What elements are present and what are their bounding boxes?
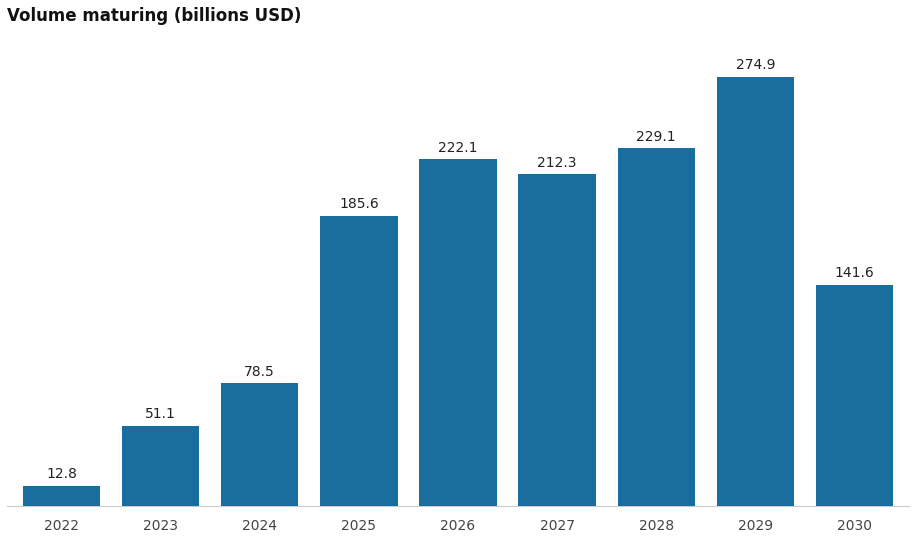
- Bar: [716, 77, 794, 506]
- Bar: [221, 383, 299, 506]
- Bar: [518, 174, 595, 506]
- Bar: [816, 285, 893, 506]
- Text: 212.3: 212.3: [538, 156, 577, 170]
- Text: 141.6: 141.6: [834, 266, 875, 280]
- Text: 185.6: 185.6: [339, 198, 378, 212]
- Text: Volume maturing (billions USD): Volume maturing (billions USD): [7, 7, 301, 25]
- Text: 51.1: 51.1: [145, 407, 176, 421]
- Bar: [122, 426, 200, 506]
- Bar: [617, 148, 695, 506]
- Text: 78.5: 78.5: [245, 364, 275, 379]
- Bar: [321, 216, 398, 506]
- Text: 274.9: 274.9: [736, 58, 775, 72]
- Text: 229.1: 229.1: [637, 130, 676, 144]
- Bar: [23, 486, 100, 506]
- Text: 222.1: 222.1: [438, 140, 478, 154]
- Text: 12.8: 12.8: [46, 467, 77, 481]
- Bar: [420, 159, 496, 506]
